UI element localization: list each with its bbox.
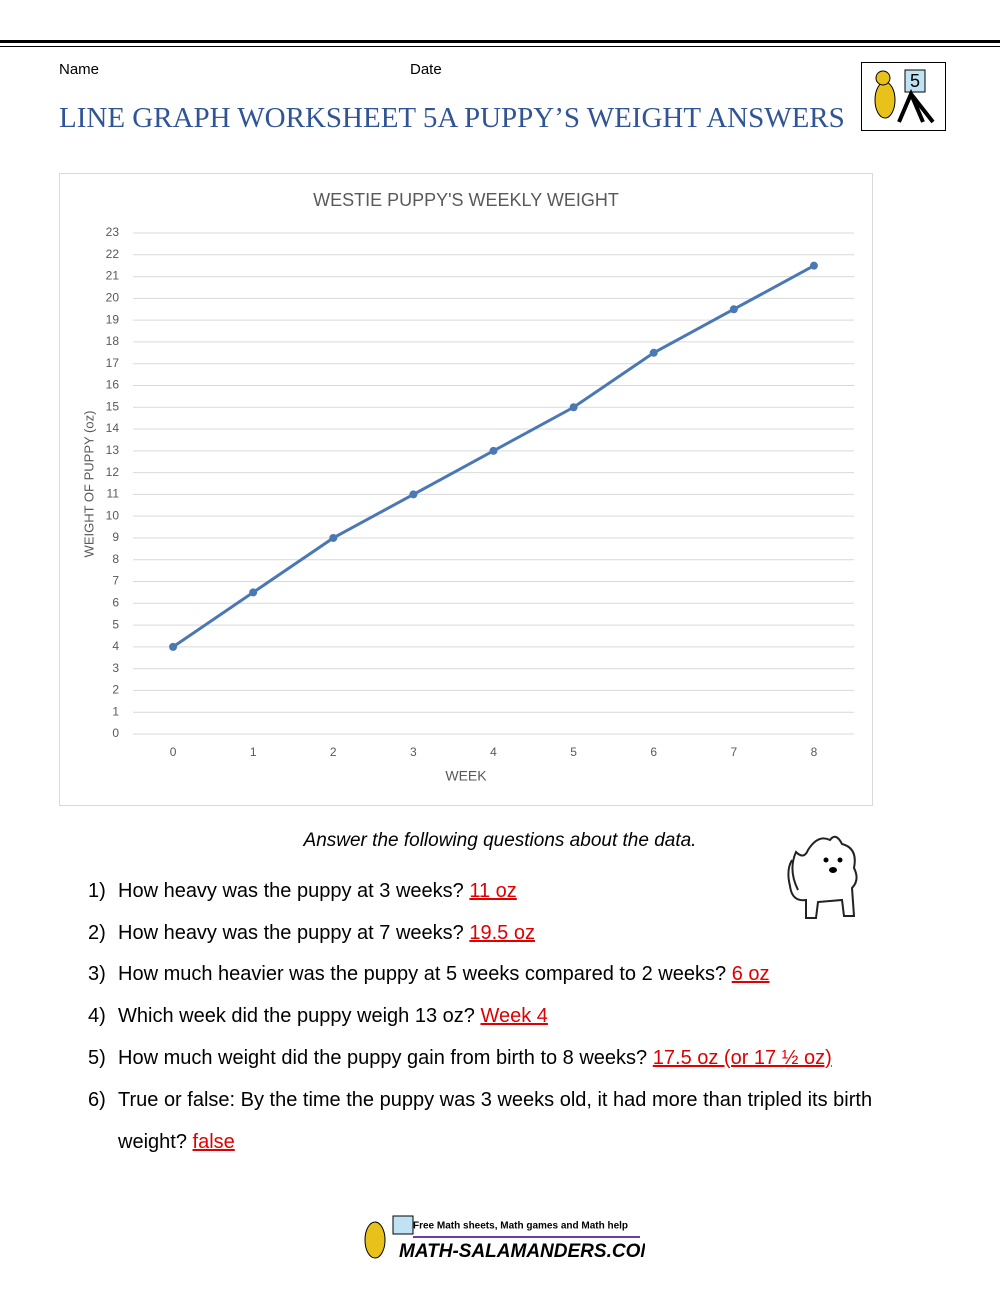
worksheet-title: LINE GRAPH WORKSHEET 5A PUPPY’S WEIGHT A… [59,102,845,134]
x-axis-title: WEEK [445,768,487,784]
question-number: 1) [88,880,106,902]
x-tick-label: 8 [811,745,818,759]
data-point [649,348,658,357]
logo-number: 5 [910,71,920,91]
x-tick-label: 5 [570,745,577,759]
y-tick-label: 21 [106,269,120,283]
question-number: 6) [88,1088,106,1111]
question: 6) True or false: By the time the puppy w… [88,1079,938,1163]
chart-frame [59,173,873,806]
date-label: Date [410,61,442,78]
y-tick-label: 7 [112,574,119,588]
data-point [569,403,578,412]
question-text: Which week did the puppy weigh 13 oz? Wee… [118,995,938,1037]
y-tick-label: 19 [106,312,120,326]
y-tick-label: 9 [112,530,119,544]
question-number: 2) [88,921,106,944]
question-text: How heavy was the puppy at 3 weeks? 11 oz [118,870,938,912]
y-tick-label: 12 [106,465,120,479]
data-point [729,305,738,314]
answer: Week 4 [480,1005,548,1028]
x-tick-label: 3 [410,745,417,759]
x-tick-label: 6 [650,745,657,759]
data-point [489,446,498,455]
answer: 6 oz [731,963,770,986]
question-body: Which week did the puppy weigh 13 oz? [118,1005,475,1028]
name-label: Name [59,61,100,78]
x-tick-label: 1 [250,745,257,759]
footer-tagline: Free Math sheets, Math games and Math he… [413,1221,628,1232]
chart-title: WESTIE PUPPY'S WEEKLY WEIGHT [313,190,619,210]
question-body: True or false: By the time the puppy was… [118,1088,873,1153]
y-tick-label: 3 [112,661,119,675]
y-tick-label: 18 [106,334,120,348]
data-point [409,490,418,499]
question: 3) How much heavier was the puppy at 5 we… [88,953,938,995]
y-tick-label: 23 [106,225,120,239]
question-text: How heavy was the puppy at 7 weeks? 19.5 … [118,912,938,954]
y-tick-label: 2 [112,683,119,697]
y-tick-label: 10 [106,508,120,522]
y-tick-label: 8 [112,552,119,566]
data-point [809,261,818,270]
question-body: How much weight did the puppy gain from … [118,1046,648,1069]
x-tick-label: 0 [170,745,177,759]
question-body: How much heavier was the puppy at 5 week… [118,963,727,986]
answer: false [192,1130,235,1153]
question-number: 3) [88,963,106,986]
y-tick-label: 16 [106,378,120,392]
y-tick-label: 14 [106,421,120,435]
y-tick-label: 20 [106,291,120,305]
question: 1) How heavy was the puppy at 3 weeks? 11 … [88,870,938,912]
y-tick-label: 17 [106,356,120,370]
instructions: Answer the following questions about the… [303,830,697,851]
top-rule-thin [0,46,1000,47]
question-body: How heavy was the puppy at 7 weeks? [118,921,464,944]
y-tick-label: 6 [112,595,119,609]
question-number: 4) [88,1005,106,1028]
data-point [169,642,178,651]
question: 5) How much weight did the puppy gain fro… [88,1037,938,1079]
y-tick-label: 22 [106,247,120,261]
y-tick-label: 13 [106,443,120,457]
question-text: True or false: By the time the puppy was… [118,1079,938,1163]
y-tick-label: 0 [112,726,119,740]
data-point [249,588,258,597]
footer-site: MATH-SALAMANDERS.COM [399,1241,645,1262]
y-tick-label: 4 [112,639,119,653]
answer: 11 oz [469,880,517,902]
data-point [329,533,338,542]
y-tick-label: 1 [112,704,119,718]
question-number: 5) [88,1046,106,1069]
question-text: How much heavier was the puppy at 5 week… [118,953,938,995]
question-text: How much weight did the puppy gain from … [118,1037,938,1079]
x-tick-label: 2 [330,745,337,759]
answer: 17.5 oz (or 17 ½ oz) [652,1046,832,1069]
answer: 19.5 oz [469,921,535,944]
y-axis-title: WEIGHT OF PUPPY (oz) [81,411,96,558]
question: 2) How heavy was the puppy at 7 weeks? 19.… [88,912,938,954]
y-tick-label: 15 [106,399,120,413]
y-tick-label: 5 [112,617,119,631]
footer-logo: Free Math sheets, Math games and Math he… [364,1215,645,1262]
puppy-picture [787,835,858,919]
chart: WESTIE PUPPY'S WEEKLY WEIGHT WEEK WEIGHT… [59,173,873,806]
top-rule [0,40,1000,43]
y-tick-label: 11 [107,487,120,501]
x-tick-label: 4 [490,745,497,759]
question-body: How heavy was the puppy at 3 weeks? [118,880,464,902]
x-tick-label: 7 [730,745,737,759]
question: 4) Which week did the puppy weigh 13 oz? W… [88,995,938,1037]
logo: 5 [861,62,946,131]
